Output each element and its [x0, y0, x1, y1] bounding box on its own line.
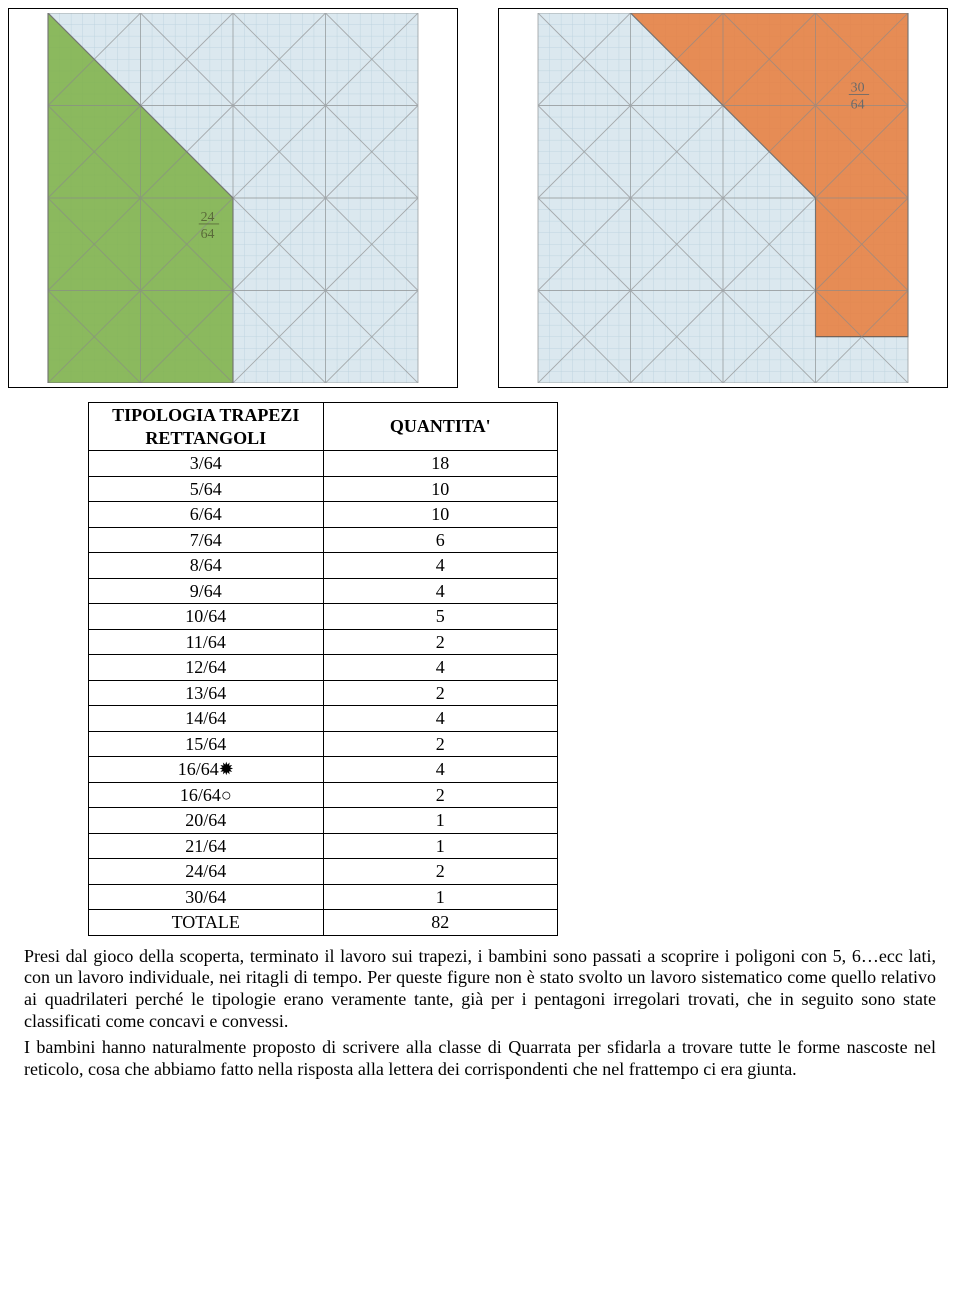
table-row: 15/642 [89, 731, 558, 757]
table-cell-b: 4 [323, 578, 558, 604]
table-cell-a: 21/64 [89, 833, 324, 859]
table-cell-a: 24/64 [89, 859, 324, 885]
table-cell-b: 1 [323, 884, 558, 910]
table-cell-b: 2 [323, 782, 558, 808]
table-cell-a: 30/64 [89, 884, 324, 910]
trapezi-table: TIPOLOGIA TRAPEZI RETTANGOLI QUANTITA' 3… [88, 402, 558, 936]
table-row: 5/6410 [89, 476, 558, 502]
table-cell-b: 2 [323, 680, 558, 706]
table-cell-b: 10 [323, 476, 558, 502]
table-cell-a: 14/64 [89, 706, 324, 732]
table-cell-b: 4 [323, 655, 558, 681]
table-cell-b: 2 [323, 859, 558, 885]
table-row: 11/642 [89, 629, 558, 655]
table-cell-b: 1 [323, 808, 558, 834]
table-cell-a: 11/64 [89, 629, 324, 655]
table-row: 6/6410 [89, 502, 558, 528]
svg-text:24: 24 [201, 210, 215, 225]
table-cell-b: 1 [323, 833, 558, 859]
table-cell-b: 2 [323, 629, 558, 655]
table-cell-a: 13/64 [89, 680, 324, 706]
table-cell-b: 4 [323, 757, 558, 783]
grid-svg-right: 3064 [503, 13, 943, 383]
table-row: 30/641 [89, 884, 558, 910]
paragraph-2: I bambini hanno naturalmente proposto di… [24, 1037, 936, 1081]
table-cell-b: 6 [323, 527, 558, 553]
table-row: 21/641 [89, 833, 558, 859]
figure-row: 2464 3064 [0, 0, 960, 392]
table-cell-a: 7/64 [89, 527, 324, 553]
table-row: 12/644 [89, 655, 558, 681]
table-cell-a: 5/64 [89, 476, 324, 502]
table-row: 16/64○2 [89, 782, 558, 808]
figure-right: 3064 [498, 8, 948, 388]
table-row: 14/644 [89, 706, 558, 732]
table-cell-b: 18 [323, 451, 558, 477]
table-cell-a: 20/64 [89, 808, 324, 834]
table-cell-b: 10 [323, 502, 558, 528]
table-cell-a: 10/64 [89, 604, 324, 630]
table-row: 9/644 [89, 578, 558, 604]
table-wrapper: TIPOLOGIA TRAPEZI RETTANGOLI QUANTITA' 3… [88, 402, 872, 936]
table-cell-b: 4 [323, 706, 558, 732]
table-row: 3/6418 [89, 451, 558, 477]
table-row: 8/644 [89, 553, 558, 579]
table-row: 7/646 [89, 527, 558, 553]
table-row: 24/642 [89, 859, 558, 885]
table-row: 10/645 [89, 604, 558, 630]
grid-svg-left: 2464 [13, 13, 453, 383]
table-header-b: QUANTITA' [323, 403, 558, 451]
table-row: 16/64✹4 [89, 757, 558, 783]
table-row: 20/641 [89, 808, 558, 834]
table-cell-a: 8/64 [89, 553, 324, 579]
table-row: TOTALE82 [89, 910, 558, 936]
table-cell-a: 3/64 [89, 451, 324, 477]
figure-left: 2464 [8, 8, 458, 388]
table-cell-a: 6/64 [89, 502, 324, 528]
table-body: 3/64185/64106/64107/6468/6449/64410/6451… [89, 451, 558, 936]
table-cell-b: 82 [323, 910, 558, 936]
svg-text:64: 64 [201, 227, 215, 242]
table-cell-b: 5 [323, 604, 558, 630]
table-cell-a: 16/64○ [89, 782, 324, 808]
table-cell-a: 15/64 [89, 731, 324, 757]
table-row: 13/642 [89, 680, 558, 706]
table-cell-b: 2 [323, 731, 558, 757]
svg-text:64: 64 [851, 97, 865, 112]
svg-text:30: 30 [851, 81, 865, 96]
paragraph-1: Presi dal gioco della scoperta, terminat… [24, 946, 936, 1034]
table-cell-a: 12/64 [89, 655, 324, 681]
table-cell-a: TOTALE [89, 910, 324, 936]
table-header-a: TIPOLOGIA TRAPEZI RETTANGOLI [89, 403, 324, 451]
table-cell-a: 9/64 [89, 578, 324, 604]
table-cell-b: 4 [323, 553, 558, 579]
table-cell-a: 16/64✹ [89, 757, 324, 783]
